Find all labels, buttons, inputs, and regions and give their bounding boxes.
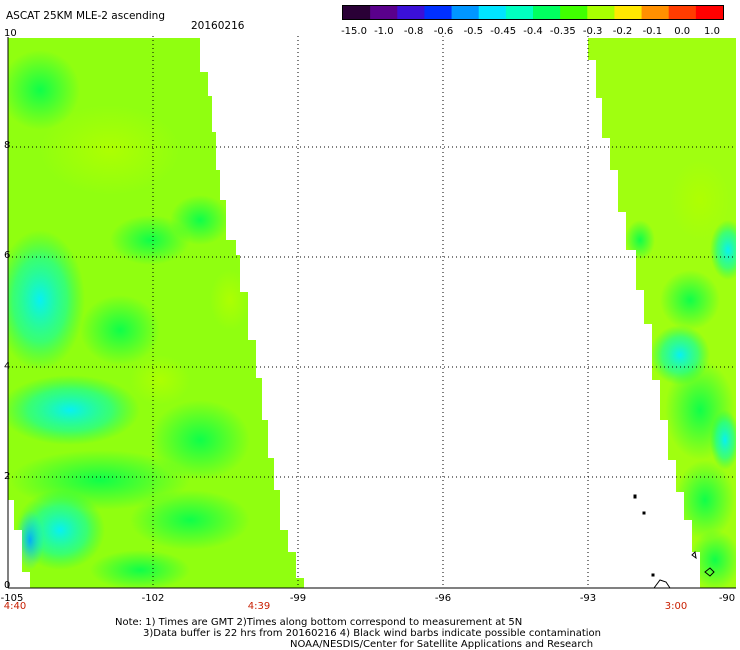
colorbar-swatch — [343, 6, 371, 19]
map-plot — [7, 36, 736, 589]
map-date: 20160216 — [191, 20, 245, 32]
colorbar-swatch — [478, 6, 507, 19]
lat-tick-4: 4 — [4, 361, 11, 372]
swath-left — [8, 38, 304, 588]
colorbar-swatch — [424, 6, 453, 19]
footer-note-2: 3)Data buffer is 22 hrs from 20160216 4)… — [143, 628, 601, 639]
colorbar-swatch — [668, 6, 697, 19]
time-label-mid: 4:39 — [247, 601, 271, 612]
lat-tick-6: 6 — [4, 250, 11, 261]
colorbar-swatch — [533, 6, 561, 19]
colorbar-swatch — [560, 6, 588, 19]
footer-note-3: NOAA/NESDIS/Center for Satellite Applica… — [290, 639, 594, 650]
lon-tick-90: -90 — [718, 593, 736, 604]
coastline — [633, 494, 715, 589]
lon-tick-93: -93 — [579, 593, 597, 604]
swath-right — [586, 38, 736, 588]
lon-tick-102: -102 — [141, 593, 165, 604]
axis-frame — [7, 37, 736, 589]
map-title: ASCAT 25KM MLE-2 ascending — [6, 10, 165, 22]
lat-tick-8: 8 — [4, 140, 11, 151]
time-label-right: 3:00 — [664, 601, 688, 612]
colorbar-swatch — [695, 6, 723, 19]
colorbar-swatch — [451, 6, 480, 19]
colorbar-swatch — [505, 6, 534, 19]
time-label-left: 4:40 — [3, 601, 27, 612]
lat-tick-10: 10 — [4, 28, 17, 39]
footer-note-1: Note: 1) Times are GMT 2)Times along bot… — [115, 617, 523, 628]
colorbar-swatch — [370, 6, 398, 19]
colorbar-swatch — [614, 6, 643, 19]
colorbar-swatch — [587, 6, 615, 19]
lat-tick-2: 2 — [4, 471, 11, 482]
lon-tick-96: -96 — [434, 593, 452, 604]
lon-tick-99: -99 — [289, 593, 307, 604]
lat-tick-0: 0 — [4, 580, 11, 591]
colorbar — [342, 5, 724, 20]
lon-tick-105: -105 — [0, 593, 24, 604]
colorbar-swatch — [641, 6, 670, 19]
grid-lines — [8, 36, 736, 588]
colorbar-swatch — [397, 6, 425, 19]
